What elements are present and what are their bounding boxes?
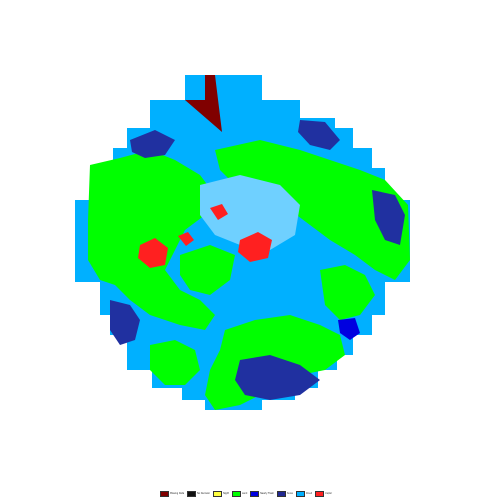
map-central-cloud bbox=[200, 175, 300, 250]
legend-swatch bbox=[213, 491, 223, 497]
legend-label: Snow bbox=[286, 491, 293, 495]
legend-label: Cloud bbox=[305, 491, 313, 495]
legend-swatch bbox=[315, 491, 325, 497]
map-land-bottomleft bbox=[150, 340, 200, 385]
map-land-north bbox=[215, 140, 410, 280]
legend-swatch bbox=[250, 491, 260, 497]
legend-swatch bbox=[276, 491, 286, 497]
legend-swatch bbox=[295, 491, 305, 497]
legend-swatch bbox=[160, 491, 169, 497]
legend-item: Land bbox=[231, 491, 248, 497]
map-missing-data-wedge bbox=[185, 75, 222, 132]
map-sea-ice-south bbox=[235, 355, 320, 400]
map-sea-ice-northwest bbox=[130, 130, 175, 158]
map-deep-water bbox=[338, 318, 360, 340]
legend-label: Land bbox=[241, 491, 248, 495]
legend-label: Night bbox=[223, 491, 229, 495]
map-sea-ice-southwest bbox=[110, 300, 140, 345]
map-land-southeast bbox=[320, 265, 375, 320]
map-ice-patch-center bbox=[178, 232, 194, 246]
legend-item: Missing Data bbox=[160, 491, 184, 497]
map-ice-patch-north bbox=[210, 204, 228, 220]
map-legend: Missing Data No Decision Night Land Near… bbox=[160, 490, 360, 498]
legend-item: Snow bbox=[276, 491, 293, 497]
legend-swatch bbox=[187, 491, 197, 497]
map-land-east bbox=[180, 245, 235, 295]
legend-item: Night bbox=[213, 491, 229, 497]
legend-label: Missing Data bbox=[170, 491, 185, 495]
map-ice-patch-east bbox=[238, 232, 272, 262]
legend-label: No Decision bbox=[197, 491, 211, 495]
map-ice-patch-west bbox=[138, 238, 168, 268]
legend-item: Nearly Fresh bbox=[250, 491, 274, 497]
legend-label: Ice/Air bbox=[325, 491, 333, 495]
map-sea-ice-east bbox=[372, 190, 405, 245]
map-sea-ice-northeast bbox=[298, 120, 340, 150]
legend-item: Ice/Air bbox=[315, 491, 332, 497]
legend-item: Cloud bbox=[295, 491, 313, 497]
legend-item: No Decision bbox=[187, 491, 210, 497]
legend-label: Nearly Fresh bbox=[260, 491, 274, 495]
legend-swatch bbox=[231, 491, 241, 497]
